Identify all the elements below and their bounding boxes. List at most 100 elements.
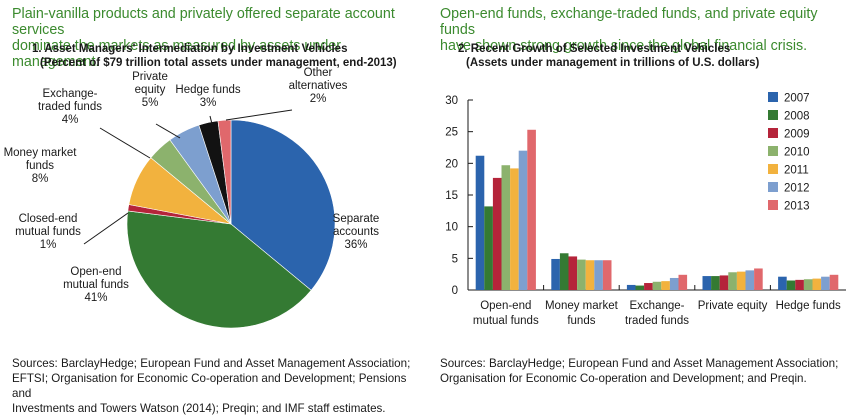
bar-exchange-traded-funds-2009 — [644, 283, 653, 290]
pie-label-text: mutual funds — [63, 279, 129, 291]
pie-label-text: Other — [304, 67, 333, 79]
legend-label-2013: 2013 — [784, 201, 810, 213]
pie-label-text: funds — [26, 160, 54, 172]
bar-hedge-funds-2010 — [803, 279, 813, 290]
right-panel: Open-end funds, exchange-traded funds, a… — [436, 0, 866, 400]
right-source-line-2: Organisation for Economic Co-operation a… — [440, 372, 807, 385]
legend-label-2011: 2011 — [784, 165, 809, 177]
legend-label-2007: 2007 — [784, 93, 810, 105]
pie-title-line-1: 1. Asset Managers' Intermediation by Inv… — [32, 43, 348, 55]
bar-private-equity-2007 — [702, 276, 712, 290]
bar-money-market-funds-2010 — [577, 259, 586, 290]
right-source-line-1: Sources: BarclayHedge; European Fund and… — [440, 357, 839, 370]
legend-swatch-2007 — [768, 92, 778, 102]
x-tick-label-line: Open-end — [480, 300, 531, 312]
pie-label-exchange-traded-funds: Exchange-traded funds 4% — [38, 88, 102, 126]
left-source-line-3: Investments and Towers Watson (2014); Pr… — [12, 402, 386, 415]
x-tick-label-line: Exchange- — [630, 300, 685, 312]
pie-label-open-end-mutual-funds: Open-end mutual funds 41% — [63, 266, 129, 304]
bar-hedge-funds-2008 — [786, 280, 796, 290]
pie-chart: Separate accounts 36%Open-end mutual funds 4… — [4, 67, 379, 329]
pie-label-percent: 41% — [84, 292, 107, 304]
bar-hedge-funds-2013 — [829, 274, 839, 290]
pie-label-text: Closed-end — [19, 213, 78, 225]
pie-slice-separate-accounts — [230, 119, 336, 291]
bar-private-equity-2009 — [719, 275, 729, 290]
legend-swatch-2010 — [768, 146, 778, 156]
bar-open-end-mutual-funds-2011 — [510, 168, 519, 290]
bar-exchange-traded-funds-2013 — [678, 274, 688, 290]
y-tick-label-15: 15 — [445, 190, 458, 202]
bar-open-end-mutual-funds-2010 — [501, 165, 511, 290]
bar-chart-title: 2. Recent Growth of Selected Investment … — [458, 42, 759, 70]
pie-label-text: Hedge funds — [175, 84, 240, 96]
bar-open-end-mutual-funds-2013 — [527, 129, 536, 290]
bar-hedge-funds-2009 — [795, 279, 804, 290]
pie-label-text: accounts — [333, 226, 379, 238]
bar-open-end-mutual-funds-2012 — [518, 150, 528, 290]
pie-label-text: Money market — [4, 147, 78, 159]
y-tick-label-20: 20 — [445, 158, 458, 170]
pie-label-percent: 5% — [142, 97, 159, 109]
bar-private-equity-2010 — [728, 272, 737, 290]
pie-label-hedge-funds: Hedge funds 3% — [175, 84, 240, 109]
x-tick-label-private-equity: Private equity — [698, 300, 768, 312]
bar-money-market-funds-2007 — [551, 258, 560, 290]
bar-money-market-funds-2013 — [602, 260, 612, 290]
pie-label-percent: 4% — [62, 114, 79, 126]
y-tick-label-25: 25 — [445, 127, 458, 139]
y-tick-label-10: 10 — [445, 222, 458, 234]
bar-title-line-1: 2. Recent Growth of Selected Investment … — [458, 43, 731, 55]
pie-label-percent: 1% — [40, 239, 57, 251]
pie-label-percent: 8% — [32, 173, 49, 185]
pie-label-other-alternatives: Other alternatives 2% — [289, 67, 348, 105]
legend-swatch-2012 — [768, 182, 778, 192]
x-tick-label-line: Hedge funds — [776, 300, 841, 312]
bar-exchange-traded-funds-2007 — [626, 284, 636, 290]
leader-line-hedge-funds — [209, 115, 213, 125]
pie-label-money-market-funds: Money market funds 8% — [4, 147, 78, 185]
x-tick-label-hedge-funds: Hedge funds — [776, 300, 841, 312]
legend-swatch-2013 — [768, 200, 778, 210]
bar-open-end-mutual-funds-2009 — [492, 177, 502, 290]
x-tick-label-money-market-funds: Money market funds — [545, 300, 619, 327]
x-tick-label-line: traded funds — [625, 315, 689, 327]
left-headline: Plain-vanilla products and privately off… — [12, 6, 422, 70]
legend-label-2008: 2008 — [784, 111, 810, 123]
legend-label-2009: 2009 — [784, 129, 810, 141]
bar-money-market-funds-2012 — [594, 260, 603, 290]
pie-slice-open-end-mutual-funds — [126, 210, 312, 329]
pie-label-text: mutual funds — [15, 226, 81, 238]
pie-label-text: equity — [135, 84, 166, 96]
pie-label-percent: 3% — [200, 97, 217, 109]
bar-chart: 0 5 10 15 20 25 30 Open-end mutual funds Money ma… — [445, 92, 846, 327]
bar-open-end-mutual-funds-2007 — [475, 155, 485, 290]
legend-swatch-2009 — [768, 128, 778, 138]
pie-label-text: traded funds — [38, 101, 102, 113]
left-source-line-2: EFTSI; Organisation for Economic Co-oper… — [12, 372, 407, 400]
legend-swatch-2008 — [768, 110, 778, 120]
bar-exchange-traded-funds-2011 — [661, 281, 670, 290]
pie-label-text: Open-end — [70, 266, 121, 278]
bar-private-equity-2012 — [745, 270, 755, 290]
legend-swatch-2011 — [768, 164, 778, 174]
bar-hedge-funds-2011 — [812, 278, 822, 290]
x-tick-label-line: Money market — [545, 300, 619, 312]
bar-exchange-traded-funds-2012 — [669, 277, 679, 290]
bar-subtitle: (Assets under management in trillions of… — [466, 57, 760, 69]
pie-slice-other-alternatives — [217, 119, 232, 225]
leader-line-closed-end-mutual-funds — [83, 212, 129, 245]
x-tick-label-line: Private equity — [698, 300, 768, 312]
x-tick-label-exchange-traded-funds: Exchange-traded funds — [625, 300, 689, 327]
y-tick-label-30: 30 — [445, 95, 458, 107]
left-headline-line-2: dominate the markets as measured by asse… — [12, 38, 341, 70]
bar-private-equity-2011 — [736, 271, 746, 290]
pie-label-percent: 36% — [344, 239, 367, 251]
leader-line-private-equity — [155, 123, 181, 139]
y-tick-label-5: 5 — [452, 253, 458, 265]
x-tick-label-line: mutual funds — [473, 315, 539, 327]
bar-money-market-funds-2009 — [568, 256, 578, 290]
x-tick-label-line: funds — [567, 315, 595, 327]
bar-money-market-funds-2011 — [585, 260, 595, 290]
right-headline-line-1: Open-end funds, exchange-traded funds, a… — [440, 6, 818, 38]
